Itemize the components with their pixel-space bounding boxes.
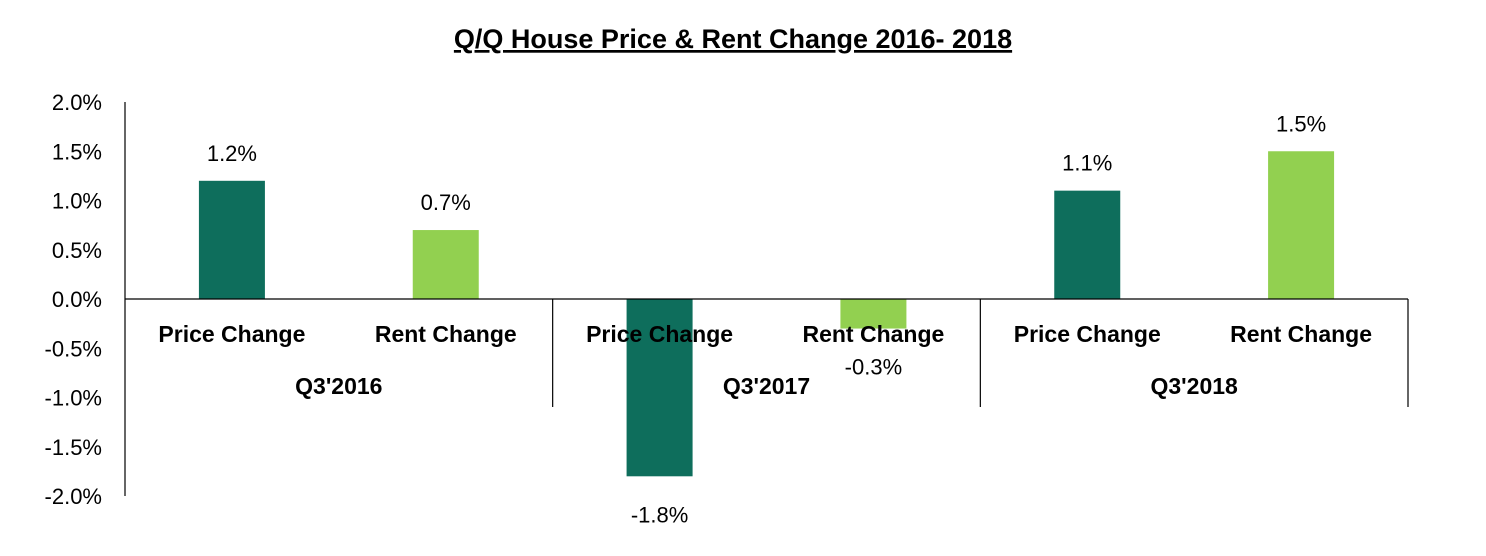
data-label: 0.7% xyxy=(421,190,471,215)
data-label: -0.3% xyxy=(845,355,902,380)
group-labels: Q3'2016 Q3'2017 Q3'2018 xyxy=(295,373,1238,399)
y-axis-ticks: 2.0% 1.5% 1.0% 0.5% 0.0% -0.5% -1.0% -1.5% -2.0% xyxy=(45,90,102,509)
y-tick-label: -1.0% xyxy=(45,386,102,411)
data-label: -1.8% xyxy=(631,502,688,527)
chart-title: Q/Q House Price & Rent Change 2016- 2018 xyxy=(454,24,1012,54)
bar-q32016-price-change xyxy=(198,180,265,299)
category-labels: Price Change Rent Change Price Change Rent … xyxy=(158,321,1372,347)
y-tick-label: 1.5% xyxy=(52,139,102,164)
data-labels: 1.2% 0.7% -1.8% -0.3% 1.1% 1.5% xyxy=(207,111,1326,527)
bar-q32017-rent-change xyxy=(840,299,907,329)
data-label: 1.5% xyxy=(1276,111,1326,136)
category-label: Price Change xyxy=(158,321,305,347)
y-tick-label: 2.0% xyxy=(52,90,102,115)
data-label: 1.2% xyxy=(207,141,257,166)
y-tick-label: -0.5% xyxy=(45,336,102,361)
y-tick-label: 0.5% xyxy=(52,238,102,263)
bar-q32016-rent-change xyxy=(412,230,479,299)
bar-q32018-price-change xyxy=(1054,190,1121,299)
bar-q32017-price-change xyxy=(626,299,693,477)
group-label: Q3'2016 xyxy=(295,373,382,399)
group-label: Q3'2018 xyxy=(1151,373,1239,399)
category-label: Price Change xyxy=(586,321,733,347)
category-label: Rent Change xyxy=(1230,321,1372,347)
axes xyxy=(124,102,1409,496)
category-label: Rent Change xyxy=(802,321,944,347)
y-tick-label: -1.5% xyxy=(45,435,102,460)
category-label: Rent Change xyxy=(375,321,517,347)
category-label: Price Change xyxy=(1014,321,1161,347)
y-tick-label: 1.0% xyxy=(52,189,102,214)
group-label: Q3'2017 xyxy=(723,373,810,399)
bar-q32018-rent-change xyxy=(1268,151,1335,299)
data-label: 1.1% xyxy=(1062,151,1112,176)
y-tick-label: -2.0% xyxy=(45,484,102,509)
bars xyxy=(198,151,1335,477)
y-tick-label: 0.0% xyxy=(52,287,102,312)
